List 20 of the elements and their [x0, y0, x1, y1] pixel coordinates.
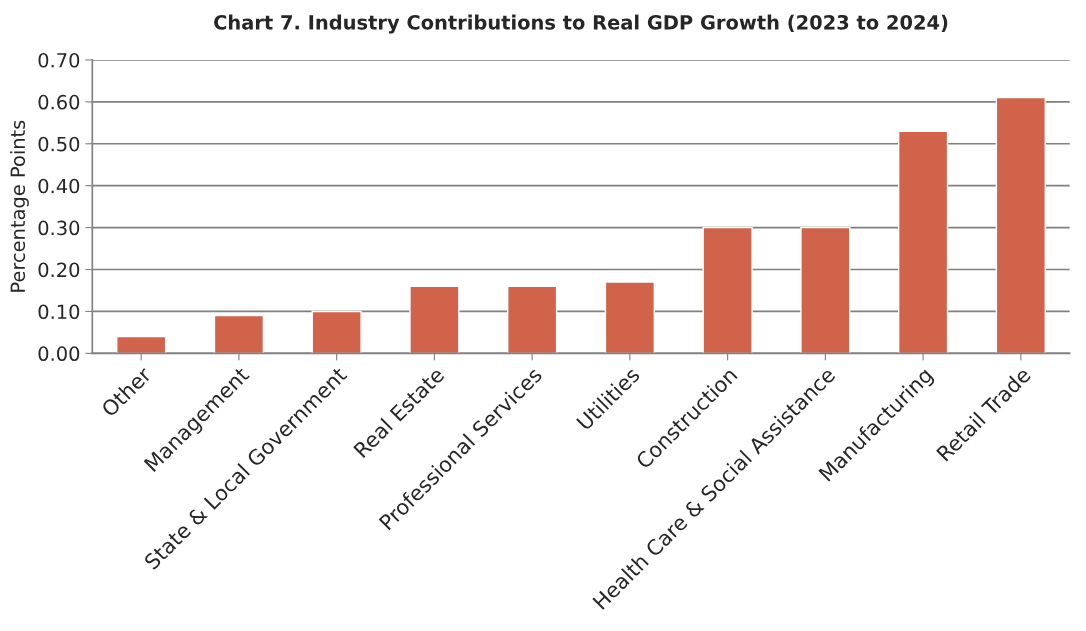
y-tick-label: 0.00	[38, 346, 80, 362]
y-axis-title: Percentage Points	[10, 120, 29, 292]
bar	[507, 285, 558, 354]
y-tick-label: 0.50	[38, 136, 80, 152]
bar	[800, 226, 851, 354]
y-tick-label: 0.10	[38, 304, 80, 320]
y-tick-label: 0.60	[38, 94, 80, 110]
y-tick-label: 0.40	[38, 178, 80, 194]
chart-title: Chart 7. Industry Contributions to Real GDP Growth (2023 to 2024)	[214, 14, 948, 34]
bar	[897, 130, 949, 354]
bar	[311, 310, 362, 354]
bar	[116, 335, 167, 354]
y-tick-label: 0.70	[38, 52, 80, 68]
bar	[604, 281, 656, 354]
bar	[409, 285, 460, 354]
bar	[995, 96, 1046, 354]
y-tick-label: 0.20	[38, 262, 80, 278]
bar	[213, 314, 265, 354]
bar	[702, 226, 753, 354]
y-tick-label: 0.30	[38, 220, 80, 236]
